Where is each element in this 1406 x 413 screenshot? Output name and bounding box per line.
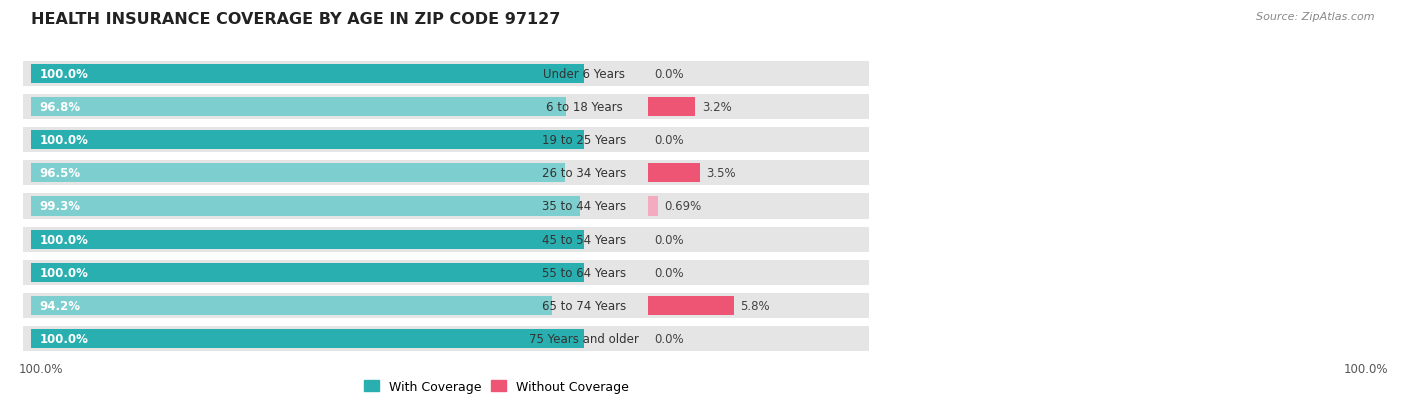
Text: 0.0%: 0.0%: [654, 266, 683, 279]
Text: 75 Years and older: 75 Years and older: [529, 332, 638, 345]
Text: 96.5%: 96.5%: [39, 167, 80, 180]
Text: 100.0%: 100.0%: [39, 134, 89, 147]
Text: 45 to 54 Years: 45 to 54 Years: [541, 233, 626, 246]
Text: 6 to 18 Years: 6 to 18 Years: [546, 101, 623, 114]
Text: 99.3%: 99.3%: [39, 200, 80, 213]
Text: 35 to 44 Years: 35 to 44 Years: [541, 200, 626, 213]
Bar: [22, 194, 869, 219]
Text: Source: ZipAtlas.com: Source: ZipAtlas.com: [1257, 12, 1375, 22]
Bar: [31, 98, 567, 117]
Bar: [648, 197, 658, 216]
Bar: [22, 260, 869, 285]
Bar: [22, 62, 869, 87]
Bar: [31, 296, 553, 315]
Bar: [22, 326, 869, 351]
Text: 0.0%: 0.0%: [654, 332, 683, 345]
Text: Under 6 Years: Under 6 Years: [543, 68, 624, 81]
Bar: [22, 95, 869, 120]
Legend: With Coverage, Without Coverage: With Coverage, Without Coverage: [359, 375, 634, 398]
Bar: [31, 65, 583, 84]
Text: 100.0%: 100.0%: [1343, 362, 1388, 375]
Text: 19 to 25 Years: 19 to 25 Years: [541, 134, 626, 147]
Text: 5.8%: 5.8%: [741, 299, 770, 312]
Bar: [22, 293, 869, 318]
Text: 100.0%: 100.0%: [39, 266, 89, 279]
Text: 0.0%: 0.0%: [654, 68, 683, 81]
Text: 3.2%: 3.2%: [702, 101, 731, 114]
Bar: [31, 197, 581, 216]
Text: 0.69%: 0.69%: [665, 200, 702, 213]
Text: 100.0%: 100.0%: [39, 332, 89, 345]
Text: 3.5%: 3.5%: [706, 167, 735, 180]
Text: 100.0%: 100.0%: [18, 362, 63, 375]
Text: 94.2%: 94.2%: [39, 299, 80, 312]
Bar: [22, 227, 869, 252]
Bar: [31, 329, 583, 348]
Bar: [31, 131, 583, 150]
Bar: [648, 164, 700, 183]
Bar: [31, 230, 583, 249]
Text: 100.0%: 100.0%: [39, 233, 89, 246]
Bar: [22, 161, 869, 186]
Text: 65 to 74 Years: 65 to 74 Years: [541, 299, 626, 312]
Bar: [31, 263, 583, 282]
Bar: [648, 296, 734, 315]
Text: 0.0%: 0.0%: [654, 134, 683, 147]
Text: HEALTH INSURANCE COVERAGE BY AGE IN ZIP CODE 97127: HEALTH INSURANCE COVERAGE BY AGE IN ZIP …: [31, 12, 561, 27]
Text: 100.0%: 100.0%: [39, 68, 89, 81]
Text: 96.8%: 96.8%: [39, 101, 80, 114]
Text: 55 to 64 Years: 55 to 64 Years: [541, 266, 626, 279]
Bar: [22, 128, 869, 153]
Bar: [648, 98, 696, 117]
Bar: [31, 164, 565, 183]
Text: 26 to 34 Years: 26 to 34 Years: [541, 167, 626, 180]
Text: 0.0%: 0.0%: [654, 233, 683, 246]
